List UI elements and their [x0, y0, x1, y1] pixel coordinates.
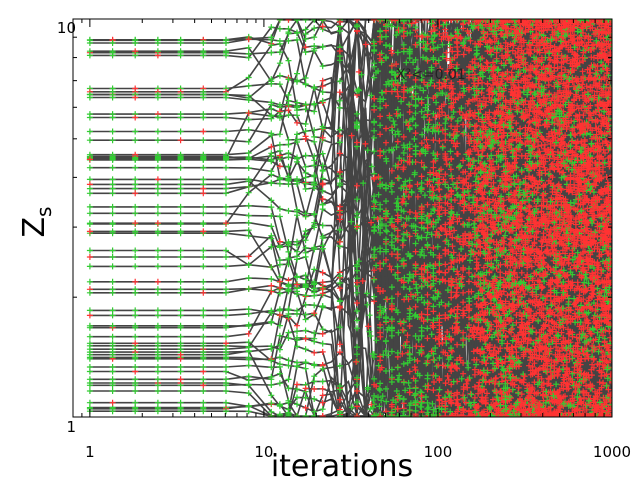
data-point [424, 201, 431, 208]
data-point [388, 232, 395, 239]
data-point [319, 348, 326, 355]
data-point [354, 110, 360, 117]
data-point [430, 170, 437, 177]
data-point [354, 344, 360, 351]
data-point [424, 291, 431, 298]
data-point [497, 269, 504, 276]
data-point [177, 137, 184, 144]
data-point [319, 150, 326, 157]
data-point [454, 268, 461, 275]
data-point [522, 98, 529, 104]
data-point [388, 62, 395, 69]
data-point [336, 139, 343, 146]
data-point [594, 329, 601, 336]
data-point [383, 139, 389, 146]
data-point [285, 385, 292, 392]
data-point [200, 137, 207, 144]
data-point [302, 346, 309, 353]
data-point [245, 138, 252, 145]
data-point [132, 137, 139, 144]
data-point [466, 216, 472, 223]
data-point [460, 307, 467, 314]
data-point [311, 349, 318, 356]
plot-content [86, 19, 612, 417]
data-point [394, 128, 401, 135]
data-point [406, 153, 413, 160]
data-point [86, 137, 93, 144]
data-point [302, 152, 309, 159]
data-point [471, 146, 478, 153]
data-point [442, 261, 449, 268]
data-point [406, 368, 413, 375]
data-point [294, 343, 300, 350]
data-point [394, 106, 401, 113]
data-point [268, 282, 275, 289]
data-point [412, 76, 419, 83]
data-point [377, 105, 384, 112]
data-point [268, 105, 275, 112]
data-point [311, 34, 318, 41]
data-point [587, 131, 594, 138]
data-point [454, 192, 461, 199]
data-point [448, 289, 455, 296]
data-point [493, 265, 500, 272]
data-point [448, 294, 455, 301]
data-point [526, 202, 532, 209]
data-point [223, 137, 229, 144]
data-point [430, 187, 437, 194]
data-point [424, 94, 431, 101]
data-point [418, 99, 425, 106]
data-point [336, 349, 343, 356]
data-point [371, 127, 378, 134]
data-point [276, 370, 283, 377]
data-point [442, 120, 449, 127]
data-point [154, 137, 161, 144]
data-point [495, 184, 502, 191]
data-point [109, 137, 116, 144]
